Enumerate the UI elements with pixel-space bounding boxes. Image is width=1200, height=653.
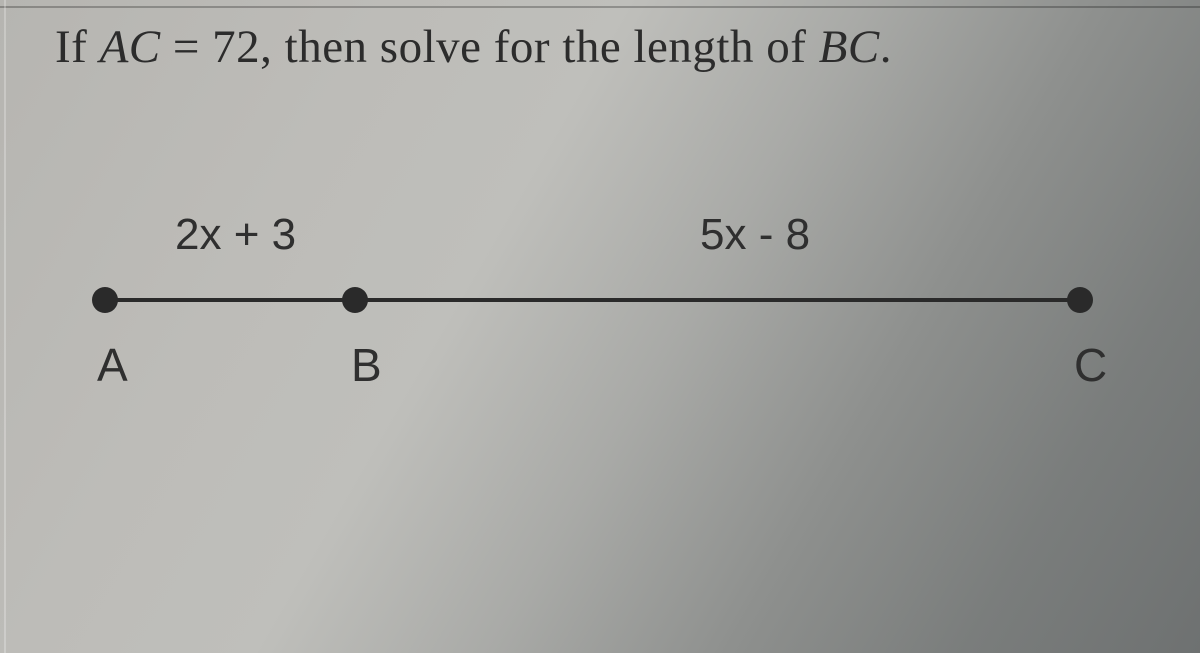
- point-B: [342, 287, 368, 313]
- point-label-B: B: [351, 338, 382, 392]
- point-C: [1067, 287, 1093, 313]
- point-label-C: C: [1074, 338, 1107, 392]
- segment-diagram: [0, 0, 1200, 653]
- point-A: [92, 287, 118, 313]
- label-AB-expression: 2x + 3: [175, 210, 296, 260]
- label-BC-expression: 5x - 8: [700, 210, 810, 260]
- point-label-A: A: [97, 338, 128, 392]
